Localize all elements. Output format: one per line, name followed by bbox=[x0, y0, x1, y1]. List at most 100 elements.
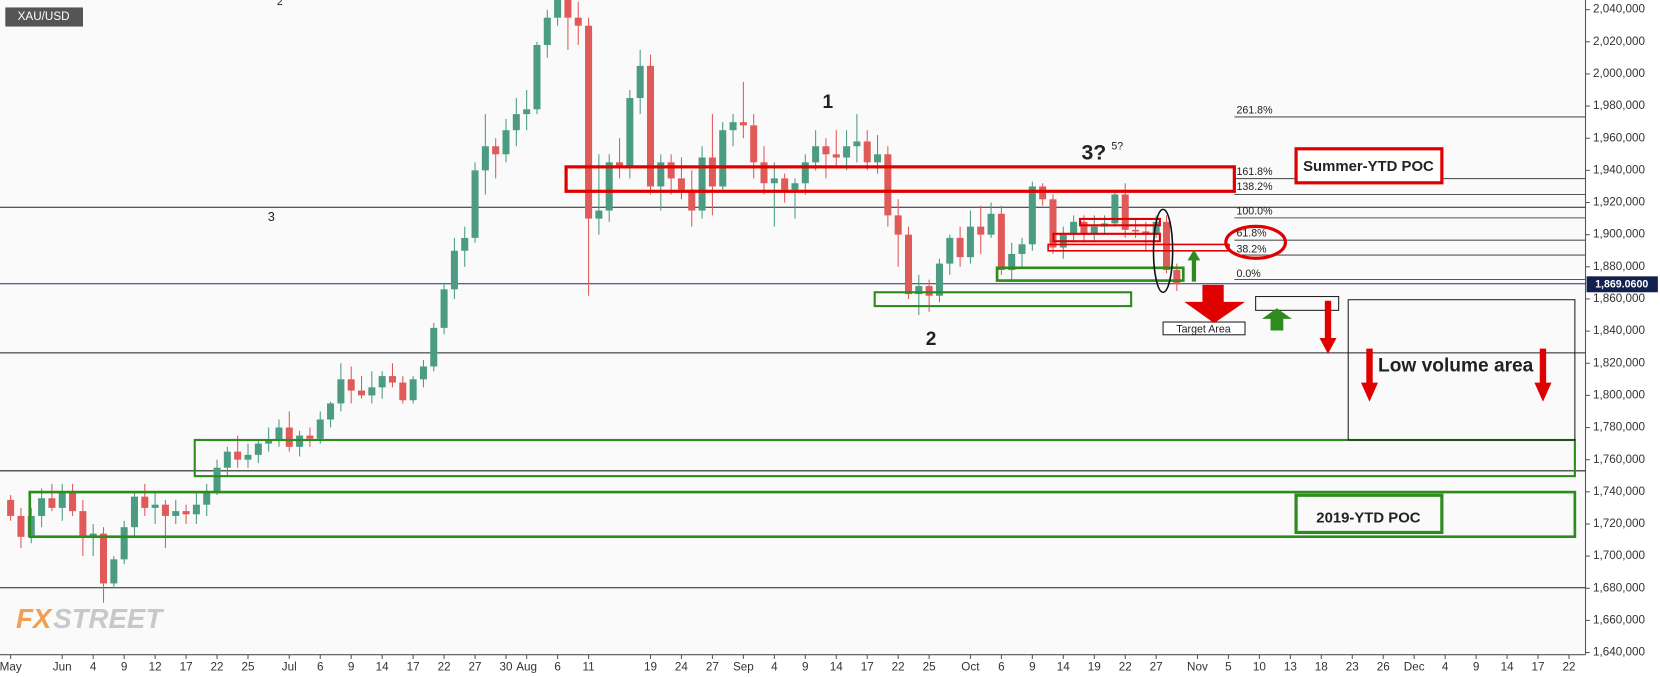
candle-body bbox=[120, 527, 128, 560]
y-tick-label: 1,860,000 bbox=[1593, 292, 1646, 305]
y-tick-label: 1,940,000 bbox=[1593, 163, 1646, 176]
up-arrow bbox=[1187, 249, 1201, 282]
x-tick-label: 10 bbox=[1253, 661, 1267, 674]
x-tick-label: 9 bbox=[121, 661, 128, 674]
time-axis-background bbox=[0, 654, 1660, 677]
y-tick-label: 1,980,000 bbox=[1593, 99, 1646, 112]
x-tick-label: 24 bbox=[675, 661, 689, 674]
candle-body bbox=[801, 162, 809, 184]
logo-fx: FX bbox=[16, 603, 53, 634]
x-tick-label: 9 bbox=[1029, 661, 1036, 674]
x-tick-label: 19 bbox=[1088, 661, 1101, 674]
y-tick-label: 2,000,000 bbox=[1593, 67, 1646, 80]
candle-body bbox=[1018, 244, 1026, 254]
x-tick-label: 12 bbox=[149, 661, 162, 674]
candle-body bbox=[1008, 253, 1016, 271]
x-tick-label: Jul bbox=[282, 661, 297, 674]
zones bbox=[28, 147, 1577, 539]
y-tick-label: 1,680,000 bbox=[1593, 581, 1646, 594]
y-tick-label: 1,800,000 bbox=[1593, 388, 1646, 401]
candle-body bbox=[915, 286, 923, 295]
x-tick-label: 5 bbox=[1225, 661, 1232, 674]
candle-body bbox=[739, 122, 747, 126]
candle-body bbox=[48, 498, 56, 508]
x-tick-label: 30 bbox=[499, 661, 513, 674]
red-zone bbox=[1079, 217, 1161, 227]
x-tick-label: Oct bbox=[961, 661, 980, 674]
candle-body bbox=[1173, 270, 1181, 285]
down-arrow bbox=[1360, 348, 1379, 402]
candle-body bbox=[636, 65, 644, 99]
x-tick-label: Dec bbox=[1404, 661, 1425, 674]
candle-body bbox=[471, 170, 479, 238]
y-tick-label: 1,720,000 bbox=[1593, 517, 1646, 530]
candle-body bbox=[27, 515, 35, 537]
candles bbox=[7, 0, 1181, 603]
candle-body bbox=[874, 154, 882, 163]
candle-body bbox=[987, 213, 995, 235]
x-tick-label: 17 bbox=[407, 661, 420, 674]
x-tick-label: 14 bbox=[830, 661, 844, 674]
candle-body bbox=[79, 511, 87, 537]
black-ellipse bbox=[1152, 208, 1174, 294]
y-tick-label: 1,640,000 bbox=[1593, 646, 1646, 659]
candle-body bbox=[1049, 199, 1057, 248]
fib-label: 261.8% bbox=[1236, 104, 1273, 116]
symbol: XAU/USD bbox=[18, 10, 70, 23]
candle-body bbox=[347, 379, 355, 391]
x-tick-label: 6 bbox=[998, 661, 1005, 674]
candle-body bbox=[574, 17, 582, 26]
candle-body bbox=[1080, 221, 1088, 235]
arrows bbox=[1184, 249, 1552, 402]
candle-body bbox=[863, 141, 871, 163]
candle-body bbox=[223, 451, 231, 468]
x-tick-label: 23 bbox=[1346, 661, 1359, 674]
candle-body bbox=[698, 157, 706, 211]
y-tick-label: 1,660,000 bbox=[1593, 614, 1646, 627]
candle-body bbox=[130, 496, 138, 528]
candle-body bbox=[822, 146, 830, 155]
candle-body bbox=[151, 504, 159, 508]
poc-2019-label: 2019-YTD POC bbox=[1316, 511, 1420, 527]
candle-body bbox=[1028, 186, 1036, 245]
candle-body bbox=[977, 226, 985, 235]
target-label: Target Area bbox=[1176, 323, 1230, 335]
candle-body bbox=[17, 515, 25, 537]
candle-body bbox=[100, 533, 108, 584]
candle-body bbox=[285, 427, 293, 447]
up-arrow bbox=[1262, 308, 1292, 331]
plot-background bbox=[0, 0, 1586, 655]
x-tick-label: 4 bbox=[1442, 661, 1449, 674]
summer-poc-box bbox=[1294, 147, 1444, 185]
logo-street: STREET bbox=[53, 603, 164, 634]
candle-body bbox=[110, 559, 118, 584]
candle-body bbox=[430, 327, 438, 367]
candle-body bbox=[450, 250, 458, 290]
x-tick-label: May bbox=[0, 661, 22, 674]
candle-body bbox=[708, 157, 716, 187]
candle-body bbox=[265, 440, 273, 444]
target-label-box bbox=[1162, 321, 1246, 336]
candle-body bbox=[512, 114, 520, 131]
wave-label: 3 bbox=[268, 209, 275, 224]
x-tick-label: Aug bbox=[516, 661, 537, 674]
fib-label: 161.8% bbox=[1236, 166, 1273, 178]
candle-body bbox=[760, 162, 768, 184]
y-tick-label: 1,900,000 bbox=[1593, 228, 1646, 241]
x-tick-label: 19 bbox=[644, 661, 657, 674]
red-zone bbox=[564, 165, 1236, 193]
x-tick-label: 18 bbox=[1315, 661, 1328, 674]
poc-2019-box bbox=[1294, 493, 1444, 535]
fib-labels: 261.8% 161.8% 138.2% 100.0% 61.8% 38.2% … bbox=[1236, 104, 1273, 280]
y-tick-label: 1,840,000 bbox=[1593, 324, 1646, 337]
candle-body bbox=[368, 387, 376, 396]
price-axis-background bbox=[1585, 0, 1660, 677]
candle-body bbox=[275, 427, 283, 441]
y-tick-label: 2,040,000 bbox=[1593, 3, 1646, 16]
y-tick-label: 1,700,000 bbox=[1593, 549, 1646, 562]
down-arrow bbox=[1534, 348, 1552, 402]
x-tick-label: 4 bbox=[771, 661, 778, 674]
x-tick-label: 17 bbox=[180, 661, 193, 674]
x-tick-label: 14 bbox=[1057, 661, 1071, 674]
